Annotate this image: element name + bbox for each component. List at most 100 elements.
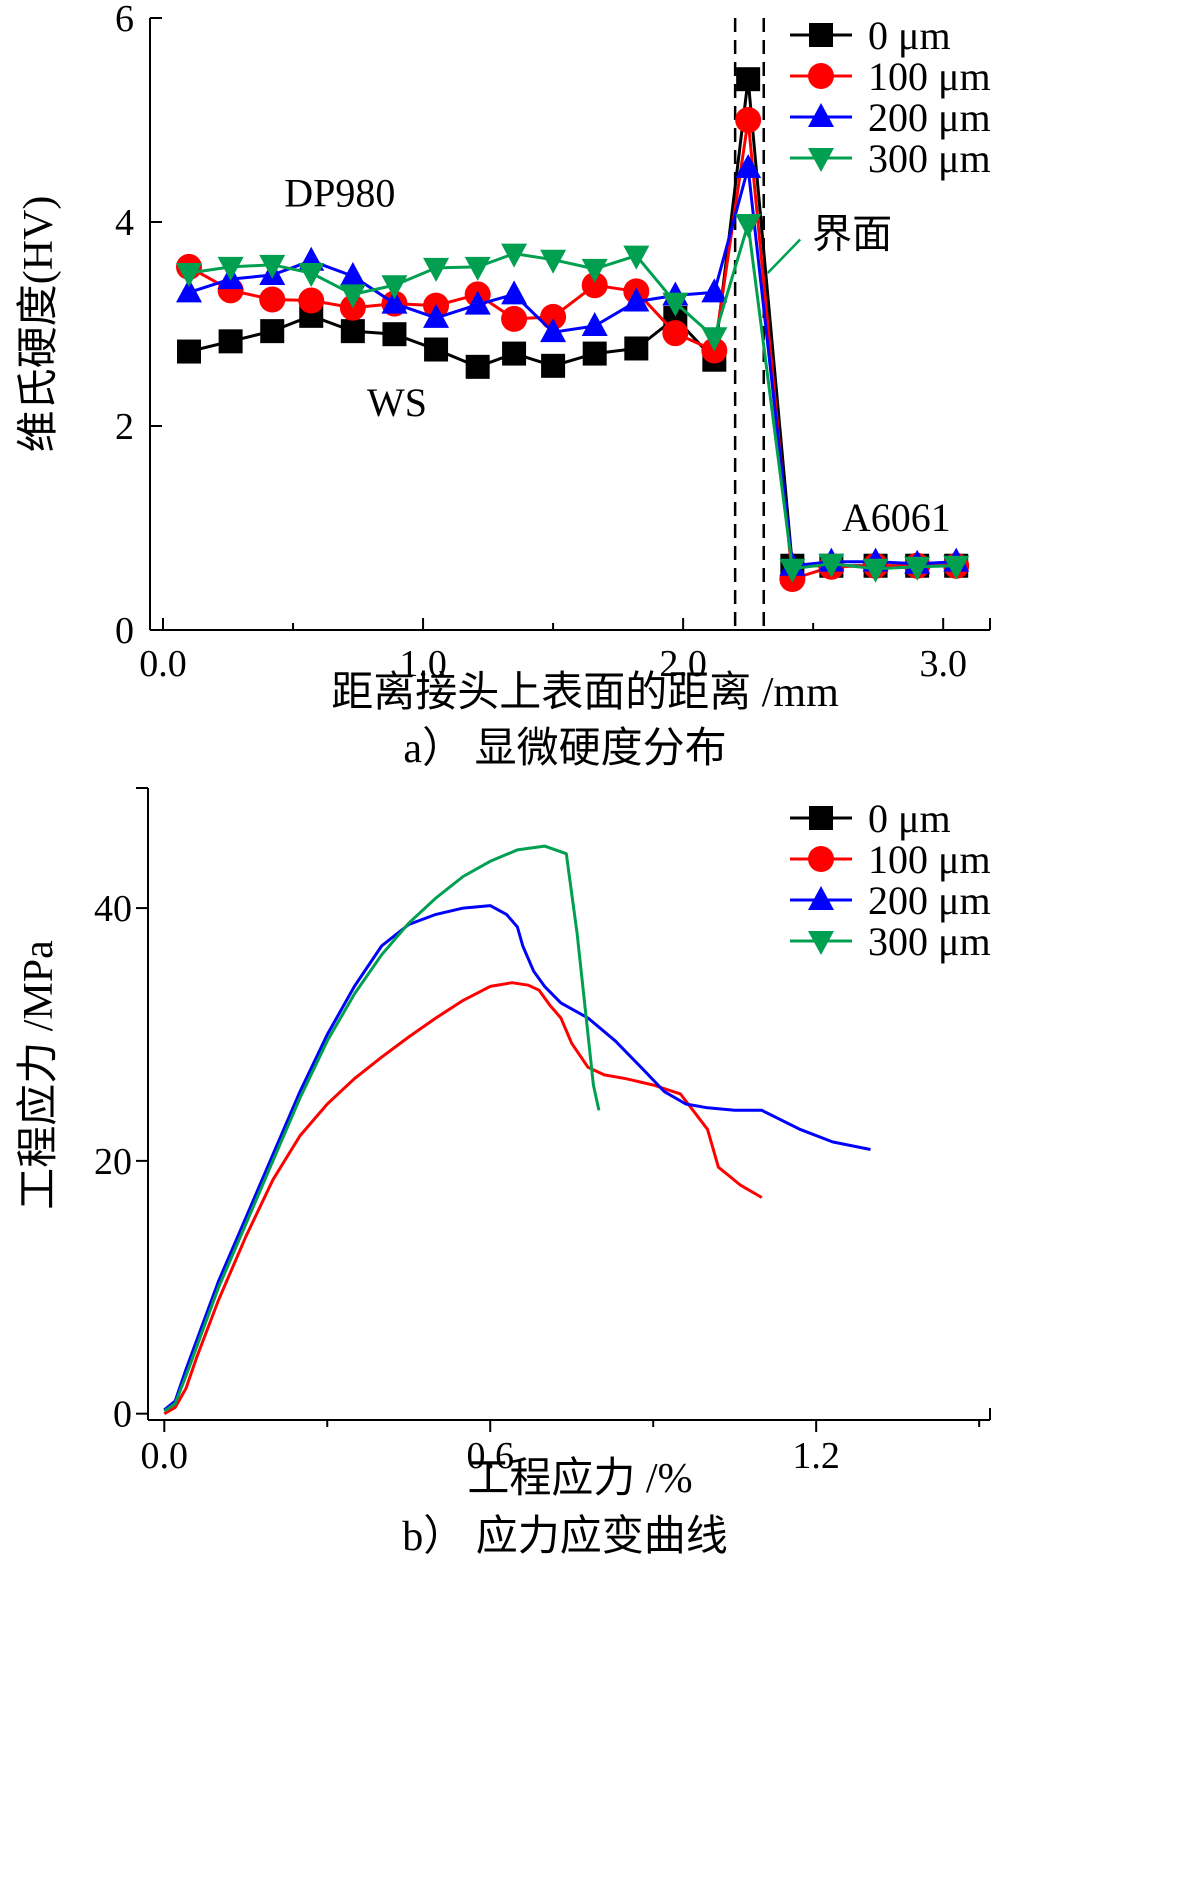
data-point [464,256,491,281]
data-point [381,289,408,314]
data-point [259,254,286,279]
legend-entry: 100 μm [790,837,991,882]
x-tick-label: 0.0 [141,1435,189,1477]
data-point [662,292,689,317]
legend-entry: 0 μm [790,796,951,841]
x-tick-label: 1.2 [792,1435,840,1477]
legend-marker [809,806,833,830]
x-axis-title: 距离接头上表面的距离 /mm [331,669,839,716]
legend-label: 300 μm [868,136,991,181]
y-tick-label: 0 [115,610,134,652]
data-point [501,280,528,305]
legend-label: 0 μm [868,796,951,841]
data-point [581,312,608,337]
data-point [701,278,728,303]
y-tick-label: 20 [94,1141,132,1183]
x-tick-label: 0.6 [466,1435,514,1477]
figure-caption: a） 显微硬度分布 [403,726,726,772]
data-point [259,286,286,313]
stress-strain-chart: 0.0 0.6 1.2 0 20 40 工程应力 /% 工程应力 /MPa b） 应力应变曲线 0… [15,787,991,1560]
y-axis-title: 维氏硬度(HV) [16,196,62,453]
data-point [501,305,528,332]
legend-entry: 300 μm [790,136,991,181]
x-tick-label: 3.0 [919,643,967,685]
data-point [339,284,366,309]
data-point [502,341,527,366]
legend-entry: 100 μm [790,54,991,99]
series-100-μm [163,981,763,1415]
data-point [540,303,567,330]
data-point [779,558,806,583]
legend-marker [808,63,834,89]
region-annotation: DP980 [284,171,395,216]
interface-pointer-line [766,238,802,274]
legend-entry: 200 μm [790,95,991,140]
figure-caption: b） 应力应变曲线 [402,1513,728,1560]
legend-label: 200 μm [868,95,991,140]
series-line [163,981,763,1415]
y-tick-label: 40 [94,888,132,930]
data-point [540,318,567,343]
series-300-μm [176,214,970,583]
data-point [464,290,491,315]
data-point [623,287,650,312]
legend-label: 100 μm [868,837,991,882]
data-point [818,553,845,578]
data-point [701,327,728,352]
legend-marker [809,23,833,47]
legend-marker [808,148,834,172]
data-point [382,322,407,347]
series-line [163,904,871,1412]
legend-label: 300 μm [868,919,991,964]
data-point [423,257,450,282]
data-point [340,319,365,344]
data-point [736,67,761,92]
data-point [581,258,608,283]
data-point [217,256,244,281]
legend-marker [808,846,834,872]
legend-marker [808,931,834,955]
legend-marker [808,103,834,127]
legend-label: 100 μm [868,54,991,99]
y-tick-label: 2 [115,406,134,448]
x-tick-label: 2.0 [659,643,707,685]
data-point [176,278,203,303]
y-tick-label: 6 [115,0,134,40]
data-point [177,339,202,364]
legend-entry: 0 μm [790,13,951,58]
data-point [540,249,567,274]
data-point [624,336,649,361]
data-point [424,337,449,362]
data-point [501,243,528,268]
data-point [662,320,689,347]
legend-label: 0 μm [868,13,951,58]
legend-entry: 200 μm [790,878,991,923]
data-point [735,107,762,133]
data-point [298,263,325,287]
region-annotation: 界面 [812,212,892,257]
data-point [582,341,607,366]
series-line [163,844,601,1413]
data-point [541,353,566,378]
data-point [218,329,243,354]
data-point [260,319,285,344]
region-annotation: A6061 [842,495,951,540]
data-point [339,262,366,287]
region-annotation: WS [367,380,427,425]
data-point [735,214,762,239]
data-point [298,287,325,314]
hardness-chart: 0.0 1.0 2.0 3.0 0 2 4 6 距离接头上表面的距离 /mm 维氏硬度(HV) a）… [16,0,991,772]
data-point [862,558,889,583]
x-axis-title: 工程应力 /% [467,1455,692,1502]
data-point [623,245,650,270]
x-tick-label: 0.0 [139,643,187,685]
data-point [176,263,203,287]
data-point [904,556,931,581]
legend-entry: 300 μm [790,919,991,964]
y-axis-title: 工程应力 /MPa [15,940,62,1210]
data-point [943,555,970,580]
data-point [465,354,490,379]
y-tick-label: 0 [113,1394,132,1436]
legend-marker [808,886,834,910]
